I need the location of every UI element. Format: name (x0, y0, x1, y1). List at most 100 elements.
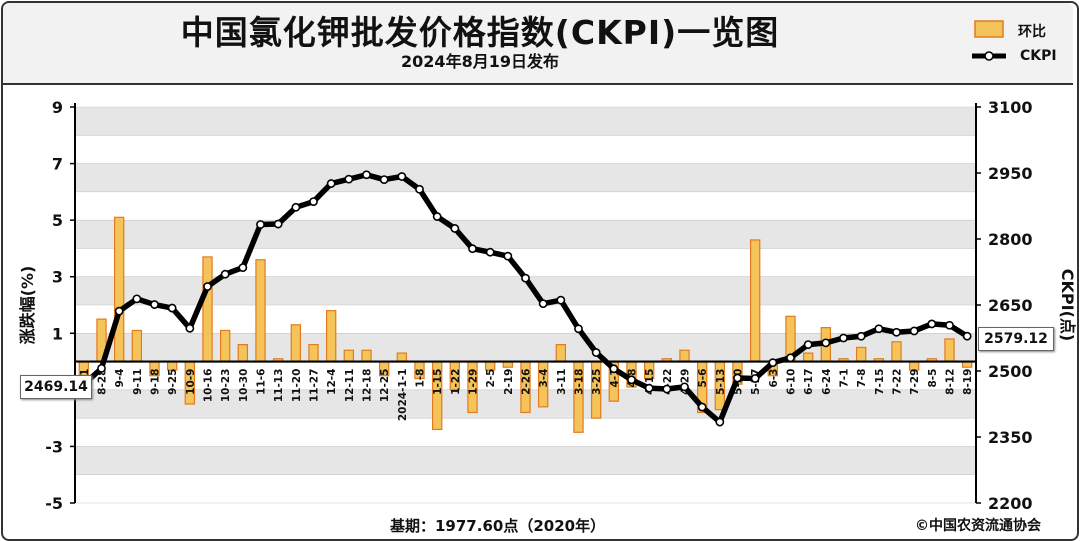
left-tick-label: 5 (52, 211, 63, 230)
start-value-callout: 2469.14 (20, 375, 92, 399)
bar-pct-change (202, 256, 213, 363)
right-tick-label: 2650 (988, 296, 1033, 315)
x-tick-label: 5-13 (715, 369, 727, 395)
x-tick-label: 3-18 (574, 369, 586, 395)
ckpi-point (521, 273, 530, 283)
bar-pct-change (343, 349, 355, 363)
ckpi-point (167, 303, 177, 313)
x-tick-label: 1-29 (468, 369, 480, 395)
bar-pct-change (361, 349, 372, 363)
ckpi-point (397, 172, 407, 181)
x-tick-label: 3-4 (538, 369, 550, 388)
bar-pct-change (290, 324, 302, 363)
right-tick-label: 3100 (988, 98, 1033, 117)
x-tick-label: 2-5 (485, 369, 497, 388)
ckpi-point (97, 363, 106, 373)
bar-pct-change (679, 349, 690, 363)
x-tick-label: 11-20 (291, 369, 303, 403)
x-tick-label: 2-26 (521, 369, 533, 395)
x-tick-label: 8-12 (945, 369, 957, 395)
bar-pct-change (308, 344, 319, 363)
ckpi-point (768, 358, 778, 368)
ckpi-point (750, 374, 760, 383)
bar-pct-change (855, 346, 867, 363)
ckpi-point (503, 251, 513, 261)
x-tick-label: 7-29 (909, 369, 921, 395)
x-tick-label: 10-23 (220, 369, 232, 403)
ckpi-point (821, 338, 831, 348)
ckpi-point (856, 331, 866, 341)
ckpi-point (309, 197, 318, 206)
bar-pct-change (802, 352, 814, 363)
legend-bar-swatch (974, 20, 1004, 38)
ckpi-point (892, 327, 901, 337)
x-tick-label: 8-5 (927, 369, 939, 388)
grid-band (75, 220, 976, 249)
ckpi-point (326, 179, 336, 188)
x-tick-label: 10-9 (185, 369, 197, 395)
ckpi-point (874, 324, 884, 334)
ckpi-point (839, 333, 848, 343)
bar-pct-change (325, 310, 337, 363)
x-tick-label: 9-4 (114, 369, 126, 388)
ckpi-point (538, 299, 548, 309)
legend-line-label: CKPI (1020, 48, 1057, 64)
x-tick-label: 7-15 (874, 369, 886, 395)
ckpi-point (644, 383, 654, 393)
grid-band (75, 107, 976, 136)
x-tick-label: 11-27 (309, 369, 321, 403)
ckpi-point (185, 323, 195, 333)
ckpi-point (450, 224, 460, 233)
ckpi-point (220, 269, 230, 279)
ckpi-point (291, 202, 301, 212)
bar-pct-change (255, 259, 266, 363)
x-tick-label: 12-4 (326, 369, 338, 395)
x-tick-label: 6-17 (803, 369, 815, 395)
ckpi-point (609, 364, 619, 374)
x-tick-label: 8-19 (962, 369, 974, 395)
x-tick-label: 5-6 (697, 369, 709, 388)
x-tick-label: 11-13 (273, 369, 285, 403)
x-tick-label: 12-11 (344, 369, 356, 403)
left-tick-label: 3 (52, 268, 63, 287)
x-tick-label: 6-10 (786, 369, 798, 395)
right-tick-label: 2350 (988, 428, 1033, 447)
right-tick-label: 2200 (988, 494, 1033, 513)
ckpi-point (379, 175, 389, 184)
ckpi-point (627, 375, 636, 385)
bar-pct-change (944, 338, 955, 363)
right-tick-label: 2950 (988, 164, 1033, 183)
x-tick-label: 6-3 (768, 369, 780, 388)
header-panel (3, 3, 1073, 85)
ckpi-point (485, 247, 495, 257)
ckpi-point (362, 170, 371, 180)
ckpi-point (786, 353, 795, 363)
ckpi-point (680, 382, 689, 392)
left-tick-label: 1 (52, 324, 63, 343)
footer-copyright: ©中国农资流通协会 (915, 518, 1041, 534)
x-tick-label: 2-19 (503, 369, 515, 395)
ckpi-point (344, 174, 354, 184)
x-tick-label: 10-30 (238, 369, 250, 403)
x-tick-label: 7-8 (856, 369, 868, 388)
ckpi-point (803, 340, 813, 349)
ckpi-point (909, 326, 919, 336)
ckpi-point (962, 331, 972, 341)
left-tick-label: 7 (52, 155, 63, 174)
ckpi-point (415, 184, 424, 194)
grid-band (75, 163, 976, 192)
x-tick-label: 1-15 (432, 369, 444, 395)
x-tick-label: 9-25 (167, 369, 179, 395)
ckpi-point (733, 373, 742, 383)
ckpi-point (150, 300, 159, 309)
right-tick-label: 2800 (988, 230, 1033, 249)
ckpi-point (203, 282, 212, 291)
x-tick-label: 1-22 (450, 369, 462, 395)
bar-pct-change (396, 352, 408, 363)
ckpi-point (574, 324, 583, 334)
left-tick-label: 9 (52, 98, 63, 117)
bar-pct-change (555, 344, 567, 363)
footer-base-period: 基期：1977.60点（2020年） (390, 517, 606, 535)
ckpi-point (238, 263, 248, 272)
